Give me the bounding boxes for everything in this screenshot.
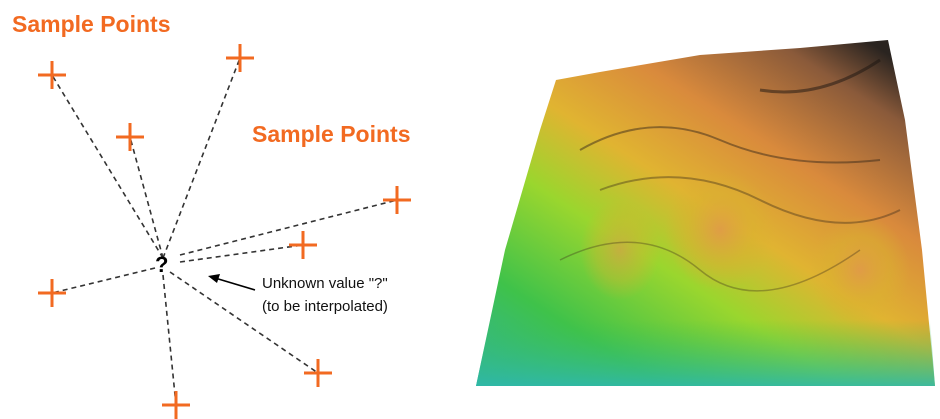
terrain-image (476, 40, 935, 386)
unknown-symbol: ? (155, 252, 168, 277)
arrow (208, 274, 256, 291)
label: Sample Points (12, 11, 170, 37)
label: Sample Points (252, 121, 410, 147)
note: Unknown value "?" (262, 275, 388, 292)
note: (to be interpolated) (262, 298, 388, 315)
sample-points (38, 44, 411, 419)
interpolation-lines (51, 57, 398, 406)
